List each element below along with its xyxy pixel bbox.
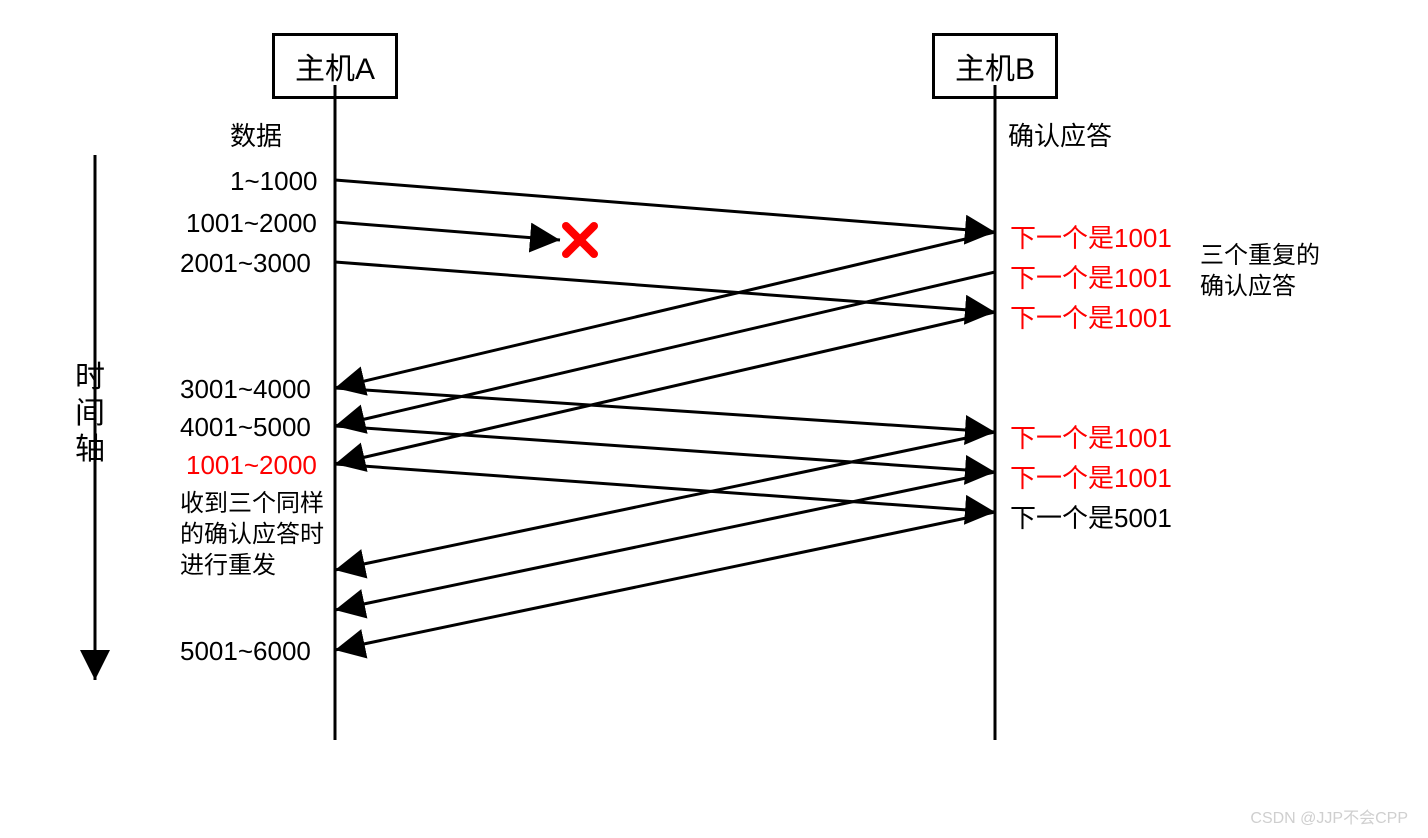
packet-lost-icon	[566, 226, 594, 254]
diagram-canvas	[0, 0, 1428, 838]
